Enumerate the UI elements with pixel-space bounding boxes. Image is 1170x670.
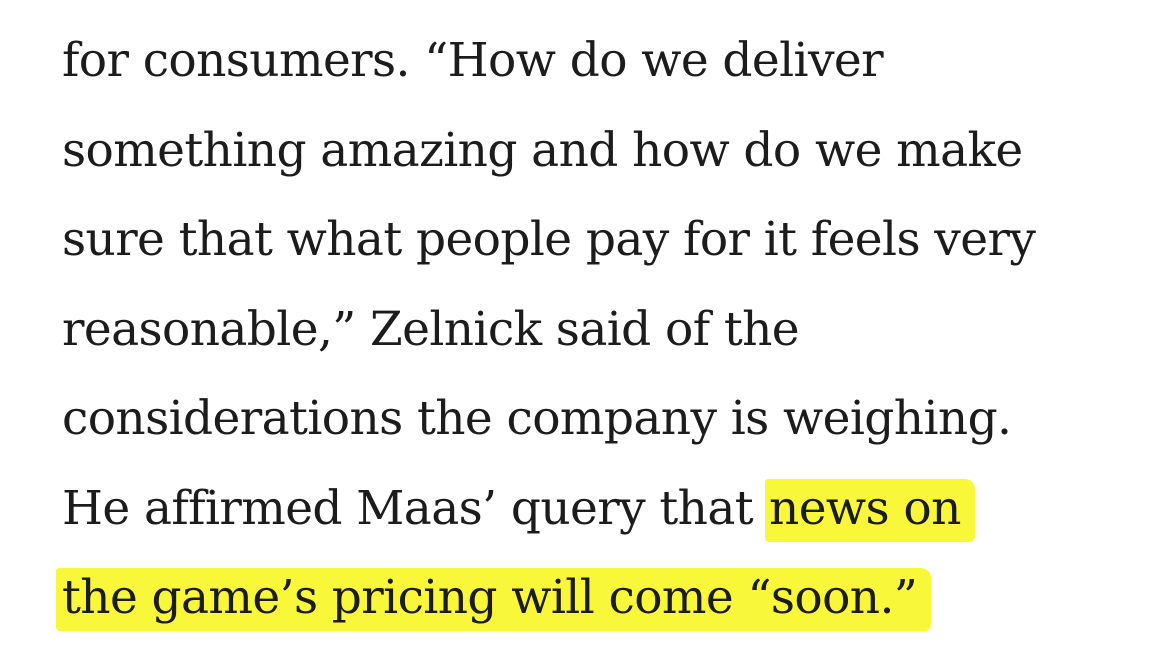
article-paragraph: for consumers. “How do we deliver someth… xyxy=(56,16,1162,643)
highlighted-text: news on xyxy=(765,478,975,542)
text-line: He affirmed Maas’ query that xyxy=(62,480,754,536)
text-line: something amazing and how do we make xyxy=(62,122,1023,178)
text-line: considerations the company is weighing. xyxy=(62,391,1012,446)
text-line-group: the game’s pricing will come “soon.” xyxy=(56,553,1162,643)
highlighted-text: the game’s pricing will come “soon.” xyxy=(56,568,932,631)
text-line: for consumers. “How do we deliver xyxy=(62,33,884,88)
text-line: reasonable,” Zelnick said of the xyxy=(62,301,800,357)
text-line: sure that what people pay for it feels v… xyxy=(62,212,1036,267)
text-line-group: He affirmed Maas’ query that news on xyxy=(62,464,1162,554)
